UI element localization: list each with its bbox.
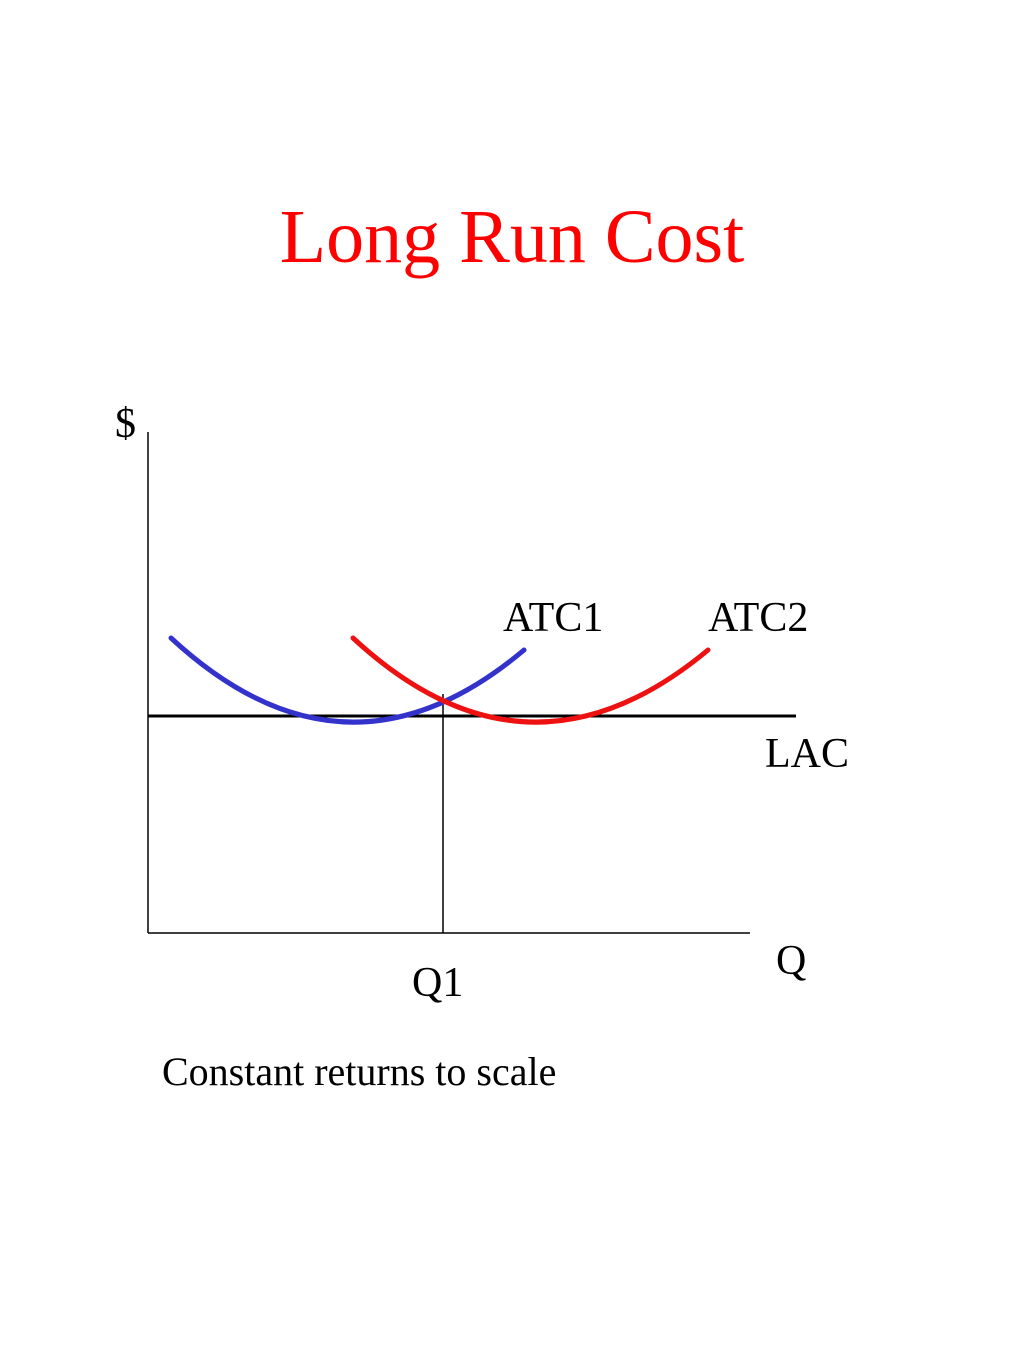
slide-title: Long Run Cost [279, 195, 745, 279]
atc1-label: ATC1 [503, 595, 603, 641]
q1-label: Q1 [412, 960, 463, 1006]
y-axis-label: $ [115, 401, 136, 447]
atc2-label: ATC2 [708, 595, 808, 641]
lac-label: LAC [765, 731, 849, 777]
atc2-curve [350, 635, 711, 725]
atc1-curve [168, 635, 527, 725]
caption: Constant returns to scale [162, 1049, 557, 1094]
x-axis-label: Q [776, 938, 806, 984]
